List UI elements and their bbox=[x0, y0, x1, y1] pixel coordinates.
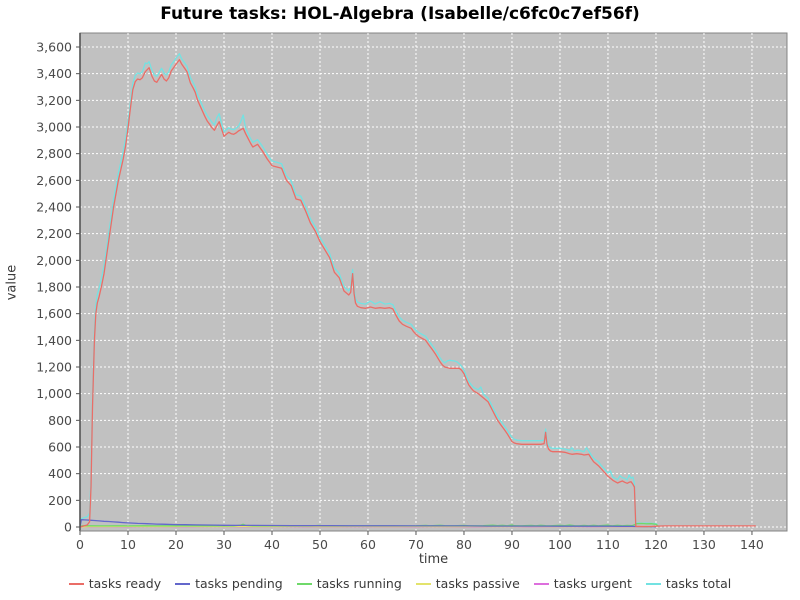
legend-swatch bbox=[175, 582, 191, 585]
y-tick-label: 3,600 bbox=[36, 40, 72, 55]
x-tick-label: 60 bbox=[360, 537, 376, 552]
x-tick-label: 20 bbox=[168, 537, 184, 552]
y-tick-label: 2,400 bbox=[36, 200, 72, 215]
y-tick-label: 2,600 bbox=[36, 173, 72, 188]
y-tick-label: 2,200 bbox=[36, 226, 72, 241]
y-tick-label: 1,200 bbox=[36, 360, 72, 375]
y-tick-label: 800 bbox=[48, 413, 72, 428]
y-tick-label: 2,800 bbox=[36, 146, 72, 161]
y-tick-label: 600 bbox=[48, 440, 72, 455]
y-tick-label: 400 bbox=[48, 466, 72, 481]
x-tick-label: 40 bbox=[264, 537, 280, 552]
legend-label: tasks total bbox=[665, 576, 732, 591]
x-tick-label: 120 bbox=[644, 537, 668, 552]
series-line-tasks-ready bbox=[79, 59, 756, 528]
legend-label: tasks running bbox=[316, 576, 402, 591]
legend-item-tasks-ready: tasks ready bbox=[68, 576, 162, 591]
x-tick-label: 70 bbox=[408, 537, 424, 552]
y-tick-label: 0 bbox=[64, 520, 72, 535]
plot-background bbox=[79, 32, 788, 532]
legend-swatch bbox=[645, 582, 661, 585]
y-tick-label: 3,400 bbox=[36, 66, 72, 81]
legend-item-tasks-total: tasks total bbox=[645, 576, 732, 591]
x-tick-label: 0 bbox=[76, 537, 84, 552]
legend-swatch bbox=[296, 582, 312, 585]
legend: tasks ready tasks pending tasks running tas… bbox=[0, 576, 800, 591]
y-axis-label: value bbox=[4, 264, 20, 301]
legend-label: tasks ready bbox=[88, 576, 162, 591]
legend-item-tasks-passive: tasks passive bbox=[415, 576, 520, 591]
y-tick-label: 3,200 bbox=[36, 93, 72, 108]
y-tick-label: 200 bbox=[48, 493, 72, 508]
x-axis-label: time bbox=[418, 552, 449, 567]
legend-swatch bbox=[533, 582, 549, 585]
x-tick-label: 140 bbox=[740, 537, 764, 552]
y-tick-label: 1,000 bbox=[36, 386, 72, 401]
legend-label: tasks pending bbox=[195, 576, 283, 591]
series-line-tasks-pending bbox=[79, 519, 657, 528]
y-tick-label: 1,600 bbox=[36, 306, 72, 321]
x-tick-label: 100 bbox=[548, 537, 572, 552]
y-tick-label: 1,800 bbox=[36, 280, 72, 295]
x-tick-label: 30 bbox=[216, 537, 232, 552]
y-tick-label: 1,400 bbox=[36, 333, 72, 348]
legend-item-tasks-running: tasks running bbox=[296, 576, 402, 591]
y-tick-label: 2,000 bbox=[36, 253, 72, 268]
x-tick-label: 90 bbox=[504, 537, 520, 552]
legend-label: tasks passive bbox=[435, 576, 520, 591]
legend-label: tasks urgent bbox=[553, 576, 632, 591]
y-tick-label: 3,000 bbox=[36, 120, 72, 135]
legend-item-tasks-urgent: tasks urgent bbox=[533, 576, 632, 591]
x-tick-label: 110 bbox=[596, 537, 620, 552]
x-tick-label: 130 bbox=[692, 537, 716, 552]
legend-swatch bbox=[415, 582, 431, 585]
chart-title: Future tasks: HOL-Algebra (Isabelle/c6fc… bbox=[160, 4, 640, 24]
legend-item-tasks-pending: tasks pending bbox=[175, 576, 283, 591]
x-tick-label: 10 bbox=[120, 537, 136, 552]
x-tick-label: 50 bbox=[312, 537, 328, 552]
x-tick-label: 80 bbox=[456, 537, 472, 552]
legend-swatch bbox=[68, 582, 84, 585]
